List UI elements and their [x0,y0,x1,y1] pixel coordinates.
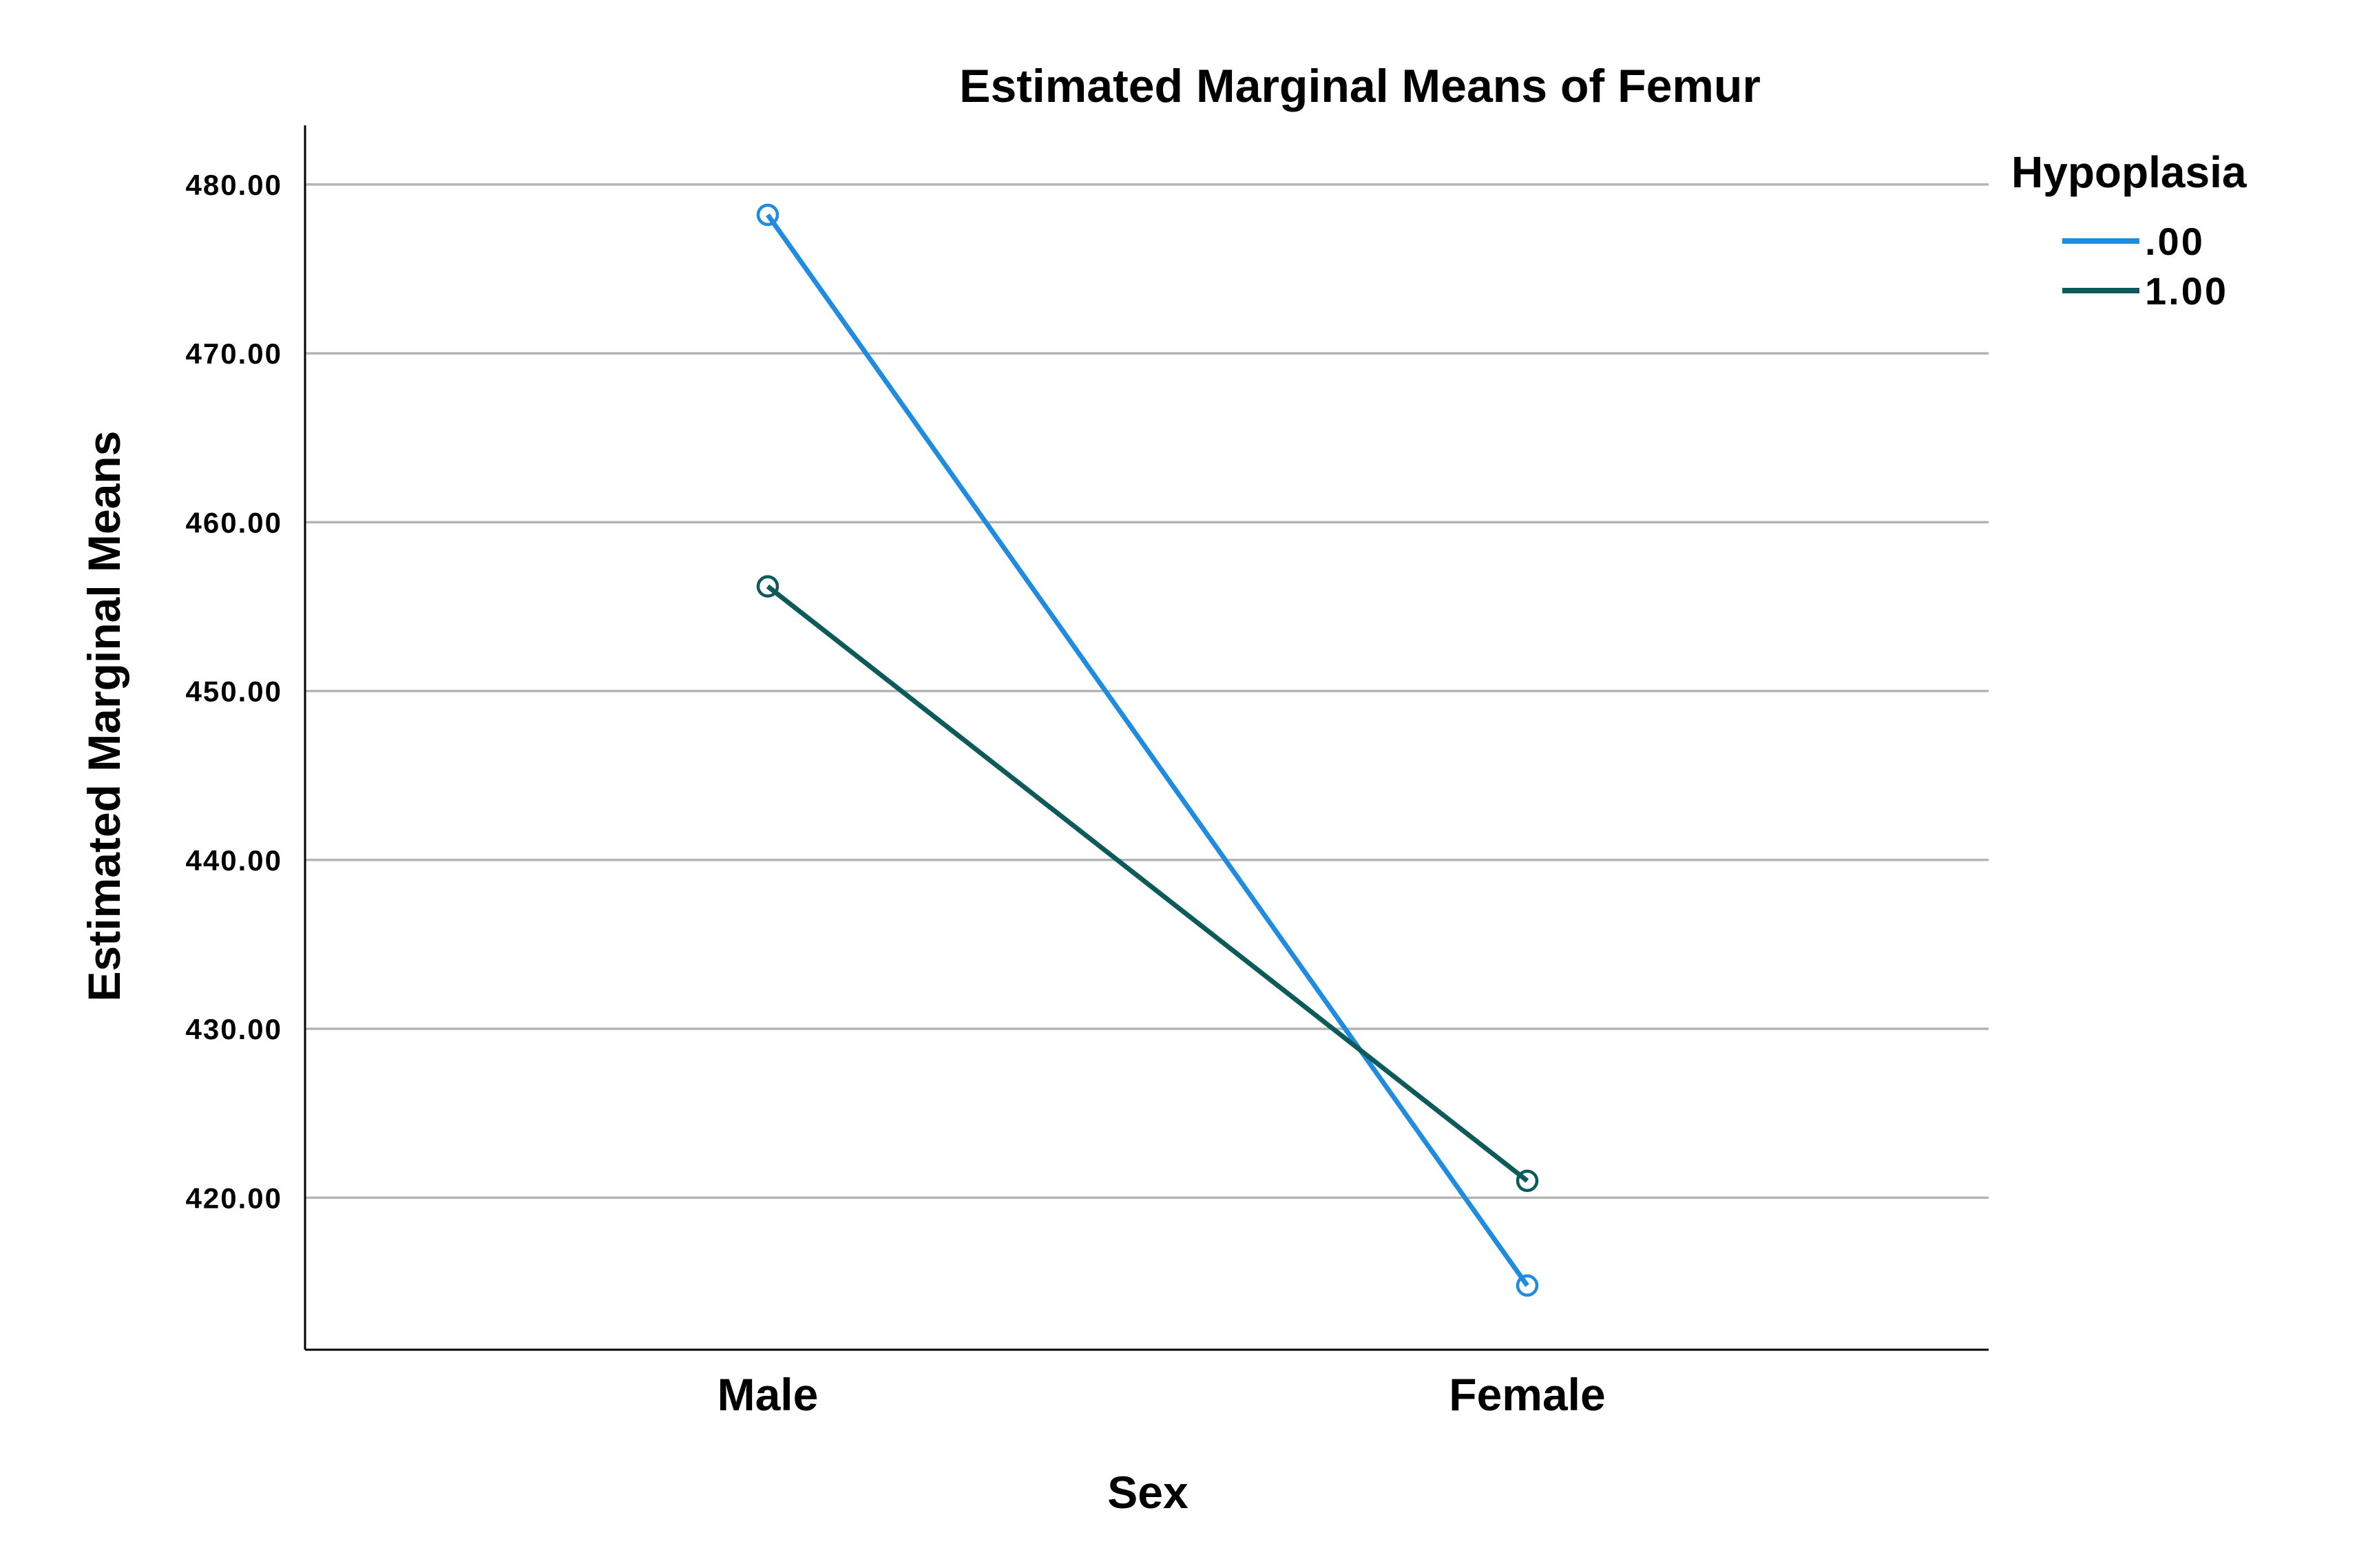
legend: Hypoplasia .00 1.00 [2011,147,2247,313]
y-tick-label: 460.00 [186,506,282,539]
series-lines [756,203,1539,1297]
y-tick-label: 420.00 [186,1182,282,1214]
data-point [756,575,779,598]
series-line [766,584,1529,1183]
x-category-labels: Male Female [717,1369,1606,1420]
legend-label: 1.00 [2145,269,2228,313]
y-tick-labels: 420.00 430.00 440.00 450.00 460.00 470.00 480.… [186,169,282,1214]
series-1 [756,203,1539,1297]
y-tick-label: 430.00 [186,1013,282,1045]
data-point [1516,1169,1539,1193]
x-category-label: Female [1449,1369,1605,1420]
series-2 [756,575,1539,1193]
series-line [766,213,1529,1287]
y-tick-label: 450.00 [186,676,282,708]
axes [304,125,1989,1351]
legend-item: 1.00 [2062,269,2228,313]
y-tick-label: 440.00 [186,844,282,877]
x-category-label: Male [717,1369,819,1420]
legend-label: .00 [2145,220,2205,263]
data-point [756,203,779,227]
y-axis-title: Estimated Marginal Means [78,431,129,1002]
y-tick-label: 480.00 [186,169,282,201]
x-axis-title: Sex [1107,1467,1188,1518]
chart-title: Estimated Marginal Means of Femur [959,60,1761,112]
legend-item: .00 [2062,220,2205,263]
legend-title: Hypoplasia [2011,147,2247,197]
gridlines [305,183,1989,1200]
data-point [1516,1274,1539,1297]
y-tick-label: 470.00 [186,337,282,370]
